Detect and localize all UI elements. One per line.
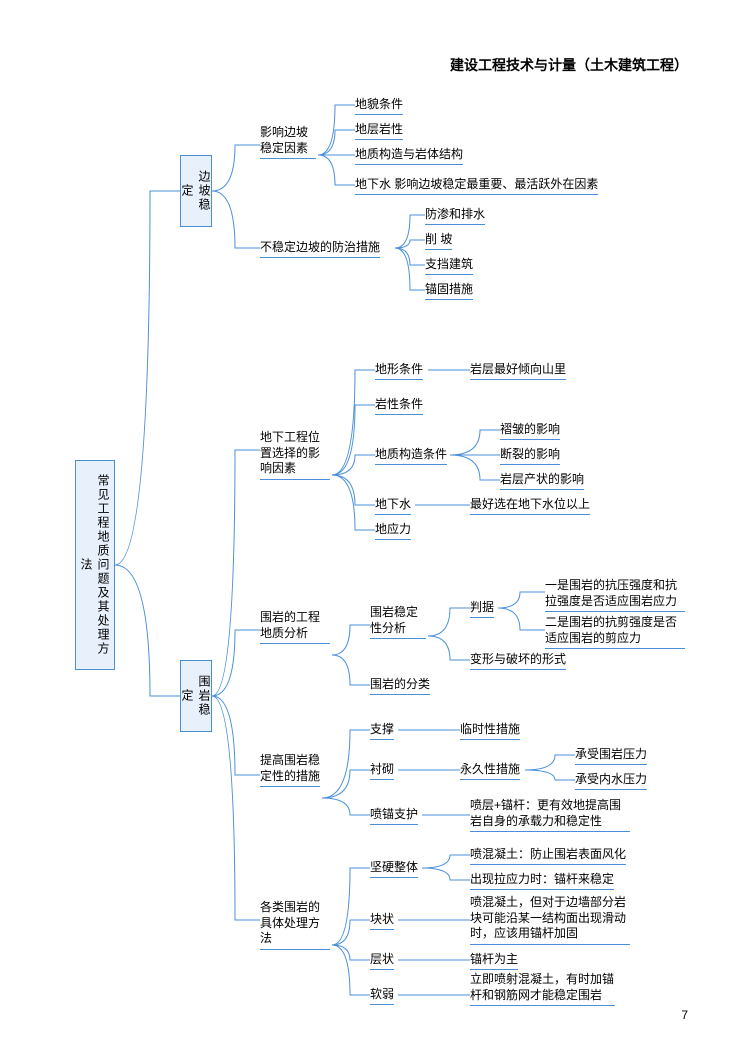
root-label: 常见工程地质问题及其处理方法 xyxy=(74,461,116,669)
b2-s4-i1-n1: 出现拉应力时：锚杆来稳定 xyxy=(470,870,614,890)
b2-s2-i2: 围岩的分类 xyxy=(370,675,430,695)
b2-s3-i2-m: 永久性措施 xyxy=(460,760,520,780)
b2-sub4: 各类围岩的具体处理方法 xyxy=(260,900,330,950)
b2-s2-i1-s1-n1: 二是围岩的抗剪强度是否适应围岩的剪应力 xyxy=(545,615,685,649)
b2-sub2: 围岩的工程地质分析 xyxy=(260,610,330,644)
root-node: 常见工程地质问题及其处理方法 xyxy=(75,460,115,670)
b1-s2-i3: 锚固措施 xyxy=(425,280,473,300)
b2-s4-i1: 坚硬整体 xyxy=(370,858,418,878)
b2-s3-i2-n1: 承受内水压力 xyxy=(575,770,647,790)
b2-s4-i1-n0: 喷混凝土：防止围岩表面风化 xyxy=(470,845,626,865)
b2-s1-i1-n: 岩层最好倾向山里 xyxy=(470,360,566,380)
b2-s1-i2: 岩性条件 xyxy=(375,395,423,415)
b2-s3-i3-n: 喷层+锚杆：更有效地提高围岩自身的承载力和稳定性 xyxy=(470,798,630,832)
b1-sub2: 不稳定边坡的防治措施 xyxy=(260,238,380,258)
b2-s1-i3-n1: 断裂的影响 xyxy=(500,445,560,465)
b1-sub1: 影响边坡稳定因素 xyxy=(260,125,316,159)
branch2-label: 围岩稳定 xyxy=(175,661,217,731)
b2-s2-i1-s1-n0: 一是围岩的抗压强度和抗拉强度是否适应围岩应力 xyxy=(545,578,685,612)
b2-s3-i1: 支撑 xyxy=(370,720,394,740)
b2-s2-i1: 围岩稳定性分析 xyxy=(370,605,426,639)
page-header: 建设工程技术与计量（土木建筑工程） xyxy=(450,55,688,75)
b2-s1-i4-n: 最好选在地下水位以上 xyxy=(470,495,590,515)
branch1-node: 边坡稳定 xyxy=(180,155,212,227)
b2-s1-i4: 地下水 xyxy=(375,495,411,515)
b2-s1-i1: 地形条件 xyxy=(375,360,423,380)
b2-s3-i2: 衬砌 xyxy=(370,760,394,780)
b2-s3-i1-n: 临时性措施 xyxy=(460,720,520,740)
b2-s4-i2: 块状 xyxy=(370,910,394,930)
b2-s4-i4-n: 立即喷射混凝土，有时加锚杆和钢筋网才能稳定围岩 xyxy=(470,972,615,1006)
b2-s4-i4: 软弱 xyxy=(370,985,394,1005)
b2-s1-i5: 地应力 xyxy=(375,520,411,540)
b2-s3-i2-n0: 承受围岩压力 xyxy=(575,745,647,765)
b2-s1-i3-n2: 岩层产状的影响 xyxy=(500,470,584,490)
branch2-node: 围岩稳定 xyxy=(180,660,212,732)
b1-s1-i3: 地下水 影响边坡稳定最重要、最活跃外在因素 xyxy=(355,175,598,195)
b2-s4-i2-n: 喷混凝土，但对于边墙部分岩块可能沿某一结构面出现滑动时，应该用锚杆加固 xyxy=(470,895,630,945)
branch1-label: 边坡稳定 xyxy=(175,156,217,226)
b1-s1-i1: 地层岩性 xyxy=(355,120,403,140)
b2-sub1: 地下工程位置选择的影响因素 xyxy=(260,430,330,480)
b1-s1-i0: 地貌条件 xyxy=(355,95,403,115)
b1-s2-i0: 防渗和排水 xyxy=(425,205,485,225)
b2-sub3: 提高围岩稳定性的措施 xyxy=(260,753,320,787)
page-number: 7 xyxy=(681,1008,688,1022)
b1-s2-i2: 支挡建筑 xyxy=(425,255,473,275)
b2-s4-i3: 层状 xyxy=(370,950,394,970)
b2-s2-i1-s1: 判据 xyxy=(470,598,494,618)
b2-s2-i1-s2: 变形与破坏的形式 xyxy=(470,650,566,670)
b2-s3-i3: 喷锚支护 xyxy=(370,805,418,825)
b2-s1-i3-n0: 褶皱的影响 xyxy=(500,420,560,440)
b1-s1-i2: 地质构造与岩体结构 xyxy=(355,145,463,165)
b2-s1-i3: 地质构造条件 xyxy=(375,445,447,465)
b1-s2-i1: 削 坡 xyxy=(425,230,452,250)
b2-s4-i3-n: 锚杆为主 xyxy=(470,950,518,970)
